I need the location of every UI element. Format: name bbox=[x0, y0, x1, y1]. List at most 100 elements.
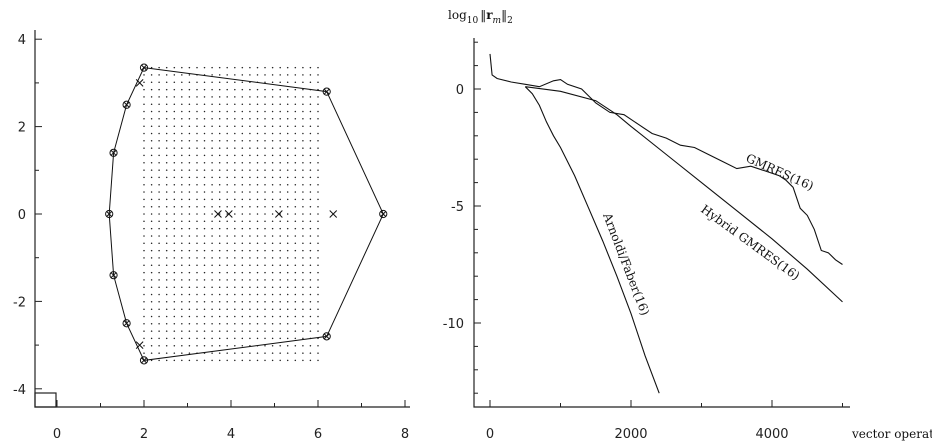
grid-dot bbox=[181, 81, 183, 83]
grid-dot bbox=[279, 132, 281, 135]
grid-dot bbox=[218, 264, 221, 266]
grid-dot bbox=[256, 147, 259, 149]
grid-dot bbox=[218, 337, 221, 340]
grid-dot bbox=[317, 352, 319, 354]
grid-dot bbox=[271, 286, 274, 288]
grid-dot bbox=[203, 337, 206, 340]
grid-dot bbox=[256, 337, 259, 340]
grid-dot bbox=[165, 74, 168, 76]
grid-dot bbox=[203, 345, 206, 347]
grid-dot bbox=[279, 345, 281, 347]
grid-dot bbox=[241, 140, 244, 142]
grid-dot bbox=[317, 162, 319, 164]
right-axis-frame bbox=[473, 38, 850, 408]
grid-dot bbox=[256, 110, 259, 113]
grid-dot bbox=[286, 132, 289, 135]
x-tick-label: 4000 bbox=[755, 427, 788, 442]
grid-dot bbox=[264, 162, 266, 164]
grid-dot bbox=[165, 242, 168, 245]
grid-dot bbox=[279, 308, 281, 310]
grid-dot bbox=[150, 147, 153, 149]
grid-dot bbox=[150, 191, 153, 193]
grid-dot bbox=[264, 191, 266, 193]
grid-dot bbox=[271, 308, 274, 310]
grid-dot bbox=[165, 213, 168, 215]
grid-dot bbox=[181, 220, 183, 223]
grid-dot bbox=[173, 81, 176, 83]
grid-dot bbox=[165, 279, 168, 281]
grid-dot bbox=[203, 176, 206, 179]
grid-dot bbox=[188, 118, 191, 120]
grid-dot bbox=[294, 162, 297, 164]
grid-dot bbox=[234, 264, 236, 266]
grid-dot bbox=[256, 169, 259, 171]
y-tick-label: -2 bbox=[13, 295, 26, 310]
grid-dot bbox=[317, 96, 319, 98]
grid-dot bbox=[286, 74, 289, 76]
grid-dot bbox=[309, 264, 312, 266]
grid-dot bbox=[234, 249, 236, 252]
grid-dot bbox=[241, 66, 244, 69]
grid-dot bbox=[196, 154, 198, 157]
grid-dot bbox=[218, 271, 221, 274]
grid-dot bbox=[150, 337, 153, 340]
grid-dot bbox=[218, 227, 221, 230]
grid-dot bbox=[150, 352, 153, 354]
grid-dot bbox=[286, 345, 289, 347]
grid-dot bbox=[241, 74, 244, 76]
grid-dot bbox=[241, 301, 244, 303]
grid-dot bbox=[203, 81, 206, 83]
grid-dot bbox=[150, 315, 153, 318]
grid-dot bbox=[271, 235, 274, 237]
grid-dot bbox=[188, 198, 191, 201]
grid-dot bbox=[218, 330, 221, 332]
grid-dot bbox=[203, 213, 206, 215]
grid-dot bbox=[249, 198, 251, 201]
grid-dot bbox=[279, 337, 281, 340]
grid-dot bbox=[309, 279, 312, 281]
grid-dot bbox=[196, 183, 198, 186]
grid-dot bbox=[234, 132, 236, 135]
grid-dot bbox=[158, 257, 160, 259]
circled-cross-marker bbox=[379, 209, 388, 219]
grid-dot bbox=[226, 308, 228, 310]
grid-dot bbox=[241, 169, 244, 171]
circled-cross-marker bbox=[109, 148, 118, 157]
grid-dot bbox=[309, 249, 312, 252]
grid-dot bbox=[271, 257, 274, 259]
grid-dot bbox=[211, 205, 213, 208]
grid-dot bbox=[196, 81, 198, 83]
grid-dot bbox=[165, 301, 168, 303]
grid-dot bbox=[271, 110, 274, 113]
grid-dot bbox=[143, 140, 145, 142]
grid-dot bbox=[302, 154, 304, 157]
grid-dot bbox=[286, 286, 289, 288]
grid-dot bbox=[234, 198, 236, 201]
grid-dot bbox=[196, 140, 198, 142]
grid-dot bbox=[271, 359, 274, 362]
grid-dot bbox=[317, 235, 319, 237]
grid-dot bbox=[271, 337, 274, 340]
grid-dot bbox=[211, 271, 213, 274]
grid-dot bbox=[317, 286, 319, 288]
y-axis-label-base: 10 bbox=[467, 16, 479, 26]
grid-dot bbox=[249, 132, 251, 135]
cross-marker bbox=[135, 341, 144, 349]
grid-dot bbox=[158, 183, 160, 186]
grid-dot bbox=[181, 125, 183, 127]
grid-dot bbox=[188, 74, 191, 76]
right-panel: 0 2000 4000 0 -5 -10 vector operations log10… bbox=[443, 8, 932, 442]
grid-dot bbox=[249, 249, 251, 252]
y-axis-label-norm-sub: 2 bbox=[507, 16, 513, 26]
grid-dot bbox=[226, 337, 228, 340]
grid-dot bbox=[264, 227, 266, 230]
grid-dot bbox=[309, 345, 312, 347]
grid-dot bbox=[143, 264, 145, 266]
left-x-ticks: 0 2 4 6 8 bbox=[53, 400, 409, 442]
grid-dot bbox=[196, 279, 198, 281]
grid-dot bbox=[271, 81, 274, 83]
grid-dot bbox=[271, 264, 274, 266]
grid-dot bbox=[249, 271, 251, 274]
grid-dot bbox=[211, 301, 213, 303]
grid-dot bbox=[264, 352, 266, 354]
